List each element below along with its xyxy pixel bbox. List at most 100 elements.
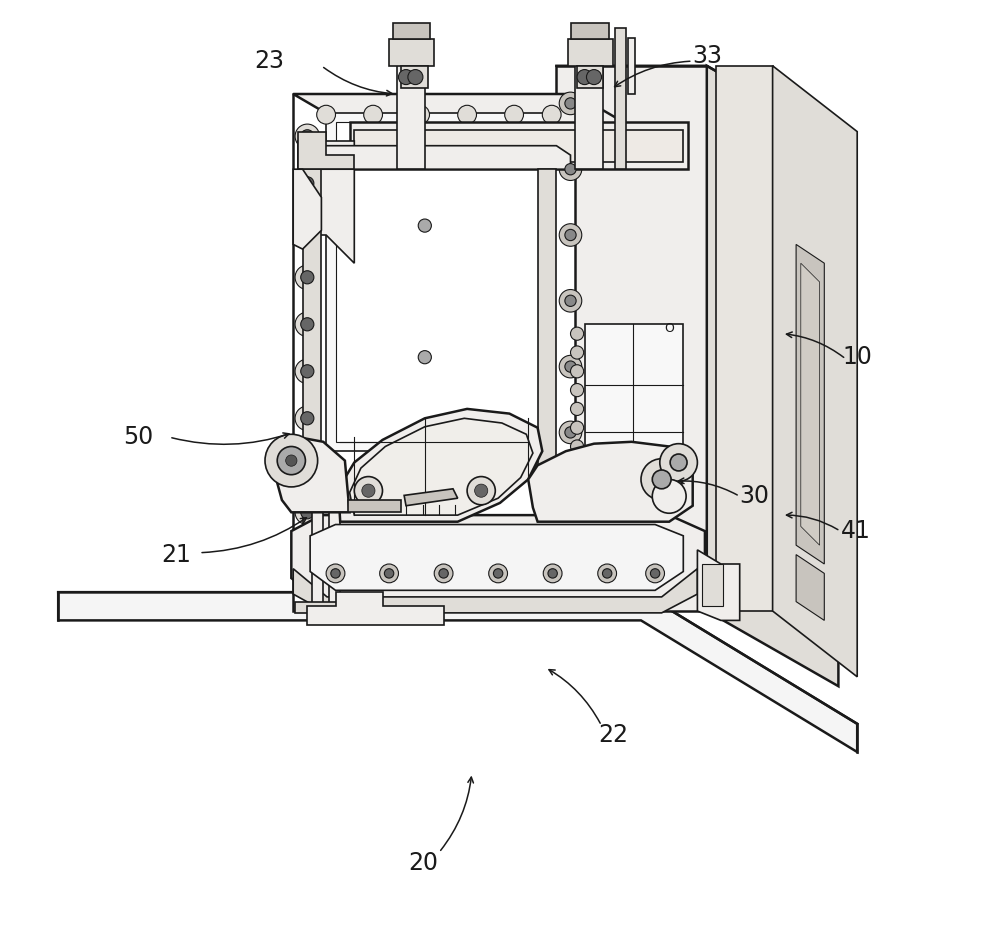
- Circle shape: [565, 229, 576, 241]
- Circle shape: [301, 224, 314, 237]
- Bar: [571, 23, 609, 39]
- Circle shape: [362, 484, 375, 497]
- Circle shape: [548, 569, 557, 578]
- Circle shape: [380, 564, 398, 583]
- Circle shape: [586, 70, 602, 85]
- Circle shape: [570, 365, 584, 378]
- Polygon shape: [697, 550, 740, 620]
- Circle shape: [368, 592, 378, 602]
- Circle shape: [547, 592, 556, 602]
- Text: 30: 30: [739, 484, 769, 509]
- Circle shape: [509, 592, 519, 602]
- Circle shape: [295, 547, 320, 572]
- Circle shape: [301, 459, 314, 472]
- Circle shape: [295, 406, 320, 431]
- Circle shape: [301, 130, 314, 143]
- Bar: [628, 38, 635, 94]
- Polygon shape: [556, 66, 707, 611]
- Polygon shape: [336, 122, 542, 442]
- Circle shape: [301, 365, 314, 378]
- Circle shape: [418, 219, 431, 232]
- Polygon shape: [350, 122, 688, 169]
- Circle shape: [652, 479, 686, 513]
- Circle shape: [570, 440, 584, 453]
- Bar: [312, 512, 323, 611]
- Text: 20: 20: [408, 851, 438, 875]
- Circle shape: [570, 402, 584, 415]
- Polygon shape: [773, 66, 857, 677]
- Circle shape: [301, 553, 314, 566]
- Circle shape: [570, 459, 584, 472]
- Circle shape: [286, 455, 297, 466]
- Polygon shape: [291, 515, 705, 602]
- Circle shape: [559, 487, 582, 509]
- Circle shape: [457, 587, 477, 607]
- Circle shape: [301, 271, 314, 284]
- Circle shape: [565, 493, 576, 504]
- Circle shape: [489, 564, 508, 583]
- Circle shape: [559, 421, 582, 444]
- Circle shape: [565, 295, 576, 306]
- Bar: [389, 39, 434, 66]
- Bar: [577, 66, 603, 88]
- Text: 23: 23: [255, 49, 285, 73]
- Circle shape: [559, 553, 582, 575]
- Circle shape: [295, 312, 320, 337]
- Text: 50: 50: [123, 425, 153, 449]
- Polygon shape: [310, 525, 683, 590]
- Circle shape: [410, 587, 430, 607]
- Circle shape: [559, 224, 582, 246]
- Polygon shape: [58, 592, 857, 752]
- Circle shape: [326, 564, 345, 583]
- Text: 21: 21: [161, 542, 191, 567]
- Circle shape: [542, 105, 561, 124]
- Circle shape: [565, 558, 576, 570]
- Circle shape: [434, 564, 453, 583]
- Circle shape: [570, 327, 584, 340]
- Bar: [329, 512, 340, 611]
- Polygon shape: [303, 146, 570, 169]
- Polygon shape: [354, 130, 683, 162]
- Circle shape: [646, 564, 664, 583]
- Circle shape: [559, 355, 582, 378]
- Text: O: O: [664, 445, 674, 458]
- Circle shape: [321, 592, 331, 602]
- Polygon shape: [295, 602, 348, 613]
- Circle shape: [265, 434, 318, 487]
- Circle shape: [641, 459, 682, 500]
- Bar: [401, 66, 428, 88]
- Polygon shape: [801, 263, 820, 545]
- Circle shape: [570, 346, 584, 359]
- Circle shape: [670, 454, 687, 471]
- Circle shape: [559, 290, 582, 312]
- Polygon shape: [307, 592, 444, 625]
- Circle shape: [363, 587, 383, 607]
- Circle shape: [504, 587, 524, 607]
- Circle shape: [565, 164, 576, 175]
- Circle shape: [295, 575, 320, 600]
- Text: 33: 33: [692, 44, 722, 69]
- Text: 22: 22: [598, 723, 628, 747]
- Bar: [615, 28, 626, 169]
- Circle shape: [295, 500, 320, 525]
- Circle shape: [565, 98, 576, 109]
- Polygon shape: [293, 169, 321, 249]
- Circle shape: [570, 384, 584, 397]
- Circle shape: [598, 564, 617, 583]
- Polygon shape: [293, 94, 688, 160]
- Circle shape: [660, 444, 697, 481]
- Polygon shape: [293, 569, 697, 613]
- Circle shape: [301, 506, 314, 519]
- Polygon shape: [538, 169, 556, 573]
- Circle shape: [295, 171, 320, 196]
- Circle shape: [295, 218, 320, 243]
- Circle shape: [602, 569, 612, 578]
- Circle shape: [650, 569, 660, 578]
- Circle shape: [541, 587, 562, 607]
- Circle shape: [418, 482, 431, 495]
- Circle shape: [301, 581, 314, 594]
- Circle shape: [439, 569, 448, 578]
- Polygon shape: [350, 418, 533, 515]
- Circle shape: [565, 361, 576, 372]
- Circle shape: [277, 446, 305, 475]
